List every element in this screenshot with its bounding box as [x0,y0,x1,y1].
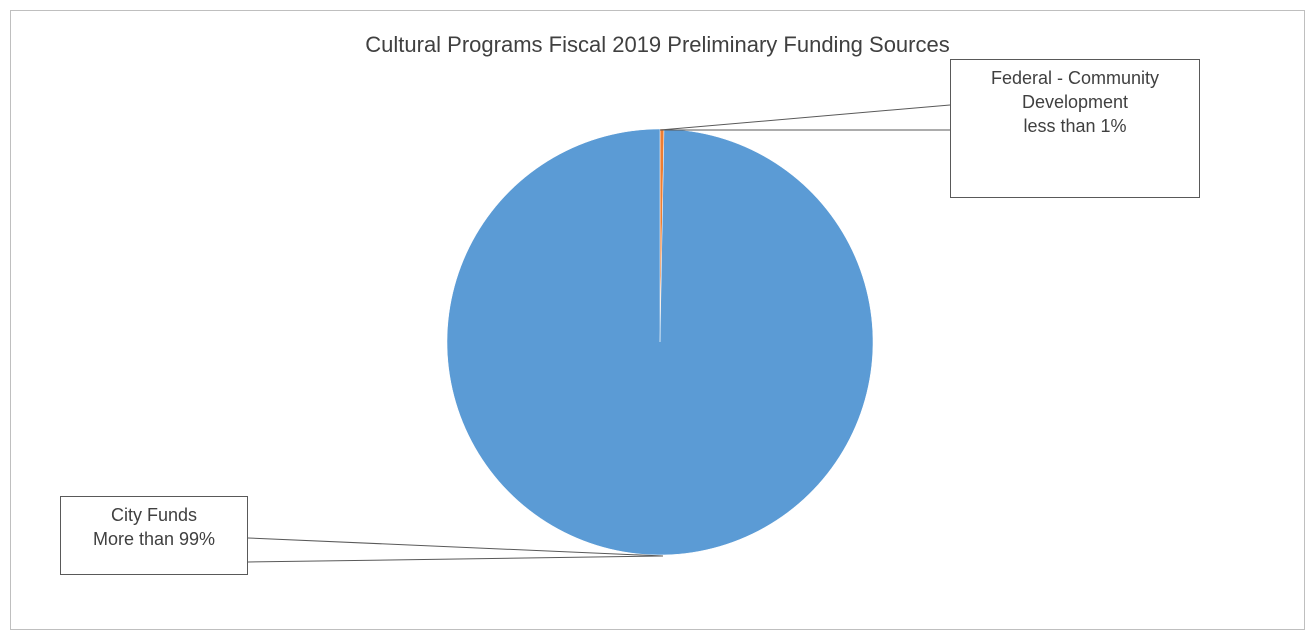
leader-line-federal [659,104,951,131]
data-label-city-line1: City Funds [110,505,198,525]
data-label-federal-line3: less than 1% [1023,116,1127,136]
chart-title: Cultural Programs Fiscal 2019 Preliminar… [365,32,950,57]
data-label-federal-line2: Development [1021,92,1129,112]
data-label-federal: Federal - Community Development less tha… [950,59,1200,198]
leader-line-city-lower [247,555,664,563]
data-label-federal-line1: Federal - Community [990,68,1160,88]
data-label-city-line2: More than 99% [92,529,216,549]
pie-slice-city-funds [446,128,874,556]
leader-line-city [247,537,664,557]
data-label-city: City Funds More than 99% [60,496,248,575]
